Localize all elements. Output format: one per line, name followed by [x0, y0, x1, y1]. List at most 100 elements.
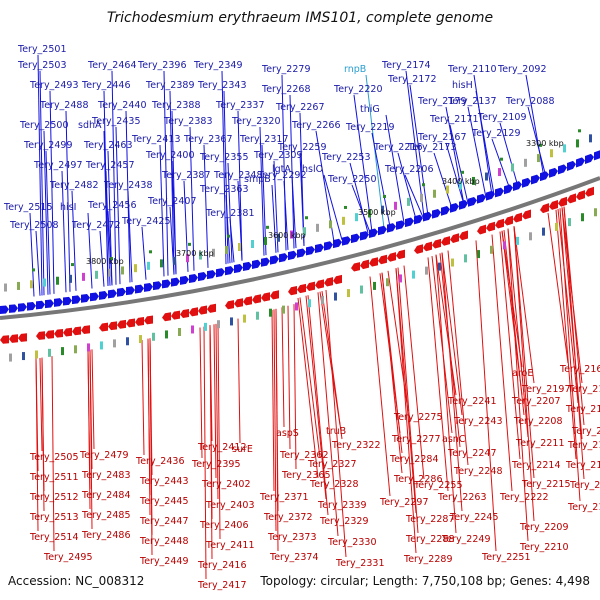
- feature-tick: [56, 276, 59, 285]
- reverse-gene-line: [275, 308, 279, 552]
- reverse-gene-line: [39, 357, 43, 452]
- forward-gene-arrow: [297, 248, 306, 258]
- forward-gene-arrow: [594, 150, 600, 161]
- forward-gene-line: [404, 174, 424, 218]
- reverse-gene-line: [281, 307, 285, 428]
- reverse-gene-label: Tery_2327: [307, 459, 357, 470]
- forward-gene-arrow: [27, 301, 36, 311]
- forward-gene-arrow: [288, 250, 297, 261]
- reverse-gene-arrow: [180, 309, 189, 319]
- feature-tick: [108, 268, 111, 277]
- forward-gene-arrow: [135, 284, 144, 294]
- reverse-gene-arrow: [585, 186, 594, 197]
- reverse-gene-line: [149, 338, 153, 556]
- reverse-gene-label: Tery_2209: [519, 522, 569, 533]
- forward-gene-label: Tery_2425: [121, 216, 171, 227]
- reverse-gene-arrow: [108, 321, 117, 331]
- forward-gene-line: [227, 162, 233, 263]
- forward-gene-line: [237, 180, 243, 261]
- reverse-gene-label: Tery_2505: [29, 452, 79, 463]
- forward-gene-label: Tery_2173: [407, 142, 457, 153]
- feature-tick: [256, 311, 259, 320]
- forward-gene-label: Tery_2501: [17, 44, 67, 55]
- feature-tick: [17, 281, 20, 290]
- forward-gene-line: [107, 150, 113, 286]
- reverse-gene-arrow: [423, 241, 432, 252]
- forward-gene-label: Tery_2219: [345, 122, 395, 133]
- forward-gene-label: Tery_2446: [81, 80, 131, 91]
- feature-tick: [134, 264, 137, 273]
- forward-gene-label: Tery_2457: [85, 160, 135, 171]
- feature-tick: [589, 134, 592, 143]
- forward-gene-label: Tery_2320: [231, 116, 281, 127]
- reverse-gene-line: [403, 265, 425, 480]
- kbp-label-3600: 3600 kbp: [268, 231, 306, 240]
- feature-tick: [82, 272, 85, 281]
- forward-gene-arrow: [549, 167, 558, 178]
- feature-tick: [420, 193, 423, 202]
- forward-gene-label: Tery_2250: [327, 174, 377, 185]
- kbp-label-3400: 3400 kbp: [442, 177, 480, 186]
- forward-gene-arrow: [432, 208, 441, 219]
- feature-tick: [61, 347, 64, 356]
- feature-tick: [290, 230, 293, 239]
- reverse-gene-label: Tery_2365: [281, 470, 331, 481]
- forward-gene-label: Tery_2440: [97, 100, 147, 111]
- reverse-gene-label: Tery_2484: [81, 490, 131, 501]
- feature-tick: [433, 189, 436, 198]
- feature-tick: [425, 266, 428, 275]
- kbp-scale: 3300 kbp 3400 kbp 3500 kbp 3600 kbp 3700…: [86, 139, 564, 266]
- reverse-gene-label: Tery_2178: [567, 440, 600, 451]
- forward-gene-label: Tery_2381: [205, 208, 255, 219]
- reverse-gene-line: [513, 226, 535, 384]
- reverse-gene-label: Tery_2395: [191, 459, 241, 470]
- forward-gene-label: thiG: [360, 104, 380, 115]
- reverse-gene-line: [447, 250, 469, 466]
- reverse-gene-line: [475, 240, 497, 552]
- forward-gene-line: [39, 70, 45, 296]
- forward-gene-label: Tery_2456: [87, 200, 137, 211]
- forward-gene-line: [171, 160, 177, 275]
- feature-tick: [594, 208, 597, 217]
- feature-tick: [578, 129, 581, 133]
- feature-tick: [422, 183, 425, 187]
- forward-gene-label: Tery_2464: [87, 60, 137, 71]
- forward-gene-label: Tery_2387: [161, 170, 211, 181]
- forward-gene-arrow: [126, 286, 135, 296]
- forward-gene-label: Tery_2317: [239, 134, 289, 145]
- feature-tick: [188, 242, 191, 246]
- reverse-gene-label: Tery_2362: [279, 450, 329, 461]
- forward-gene-arrow: [63, 296, 72, 306]
- forward-gene-arrow: [342, 236, 351, 246]
- feature-tick: [373, 281, 376, 290]
- forward-gene-arrow: [540, 171, 549, 182]
- forward-gene-arrow: [576, 157, 585, 168]
- feature-tick: [394, 201, 397, 210]
- genome-summary: Topology: circular; Length: 7,750,108 bp…: [259, 574, 590, 588]
- forward-gene-arrow: [54, 298, 63, 307]
- forward-gene-line: [385, 114, 405, 223]
- forward-gene-label: Tery_2253: [321, 152, 371, 163]
- reverse-gene-line: [51, 356, 55, 552]
- reverse-gene-label: Tery_2330: [327, 537, 377, 548]
- reverse-gene-arrow: [522, 209, 531, 220]
- forward-gene-label: Tery_2493: [29, 80, 79, 91]
- feature-tick: [87, 343, 90, 352]
- reverse-gene-arrow: [9, 334, 18, 343]
- reverse-gene-label: Tery_2222: [499, 492, 549, 503]
- reverse-gene-line: [507, 228, 529, 438]
- reverse-gene-arrow: [396, 249, 405, 260]
- feature-tick: [581, 213, 584, 222]
- forward-gene-arrow: [468, 196, 477, 207]
- reverse-gene-label: aspS: [276, 428, 299, 439]
- reverse-gene-label: Tery_2251: [481, 552, 531, 563]
- forward-gene-line: [45, 150, 51, 295]
- forward-gene-arrow: [117, 287, 126, 297]
- forward-gene-label: Tery_2092: [497, 64, 547, 75]
- forward-gene-label: Tery_2435: [91, 116, 141, 127]
- forward-gene-arrow: [333, 238, 342, 249]
- feature-tick: [191, 325, 194, 334]
- reverse-gene-label: Tery_2286: [393, 474, 443, 485]
- reverse-gene-line: [307, 295, 329, 516]
- reverse-gene-arrow: [297, 283, 306, 294]
